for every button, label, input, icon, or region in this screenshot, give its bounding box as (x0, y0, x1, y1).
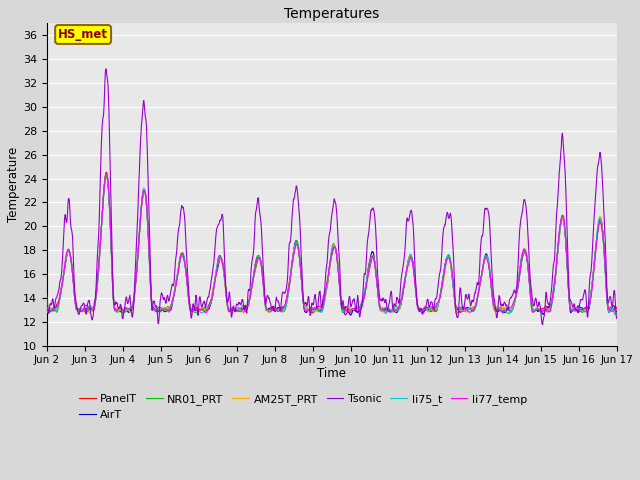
Line: Tsonic: Tsonic (47, 69, 617, 324)
li77_temp (495, 308, 503, 313)
AM25T_PRT (421, 304, 429, 310)
AM25T_PRT (234, 306, 241, 312)
Y-axis label: Temperature: Temperature (7, 147, 20, 222)
NR01_PRT (546, 308, 554, 314)
PanelT (546, 305, 554, 311)
PanelT (43, 306, 51, 312)
li77_temp (102, 171, 110, 177)
li75_t (170, 293, 178, 299)
li77_temp (546, 309, 554, 314)
li75_t (612, 312, 620, 317)
NR01_PRT (420, 308, 428, 313)
NR01_PRT (495, 306, 503, 312)
Line: PanelT: PanelT (47, 172, 617, 313)
li77_temp (613, 304, 621, 310)
li77_temp (420, 304, 428, 310)
Line: li77_temp: li77_temp (47, 174, 617, 313)
Tsonic (546, 300, 554, 306)
AirT (613, 309, 621, 314)
AirT (546, 303, 554, 309)
Tsonic (539, 322, 547, 327)
AM25T_PRT (43, 306, 51, 312)
PanelT (156, 305, 164, 311)
AirT (102, 172, 110, 178)
AM25T_PRT (102, 171, 110, 177)
Legend: PanelT, AirT, NR01_PRT, AM25T_PRT, Tsonic, li75_t, li77_temp: PanelT, AirT, NR01_PRT, AM25T_PRT, Tsoni… (75, 390, 532, 424)
li77_temp (43, 310, 51, 315)
PanelT (613, 306, 621, 312)
li77_temp (499, 310, 506, 316)
PanelT (453, 311, 461, 316)
li75_t (495, 307, 503, 313)
AM25T_PRT (495, 305, 503, 311)
AirT (43, 308, 51, 313)
Title: Temperatures: Temperatures (284, 7, 380, 21)
Tsonic (43, 291, 51, 297)
li75_t (420, 308, 428, 313)
AirT (234, 307, 241, 313)
AM25T_PRT (546, 308, 554, 313)
li75_t (43, 308, 51, 313)
NR01_PRT (505, 311, 513, 316)
Tsonic (156, 300, 164, 305)
li75_t (234, 305, 241, 311)
li75_t (613, 311, 621, 316)
NR01_PRT (43, 308, 51, 314)
PanelT (102, 169, 110, 175)
li75_t (545, 307, 553, 312)
NR01_PRT (170, 291, 178, 297)
AM25T_PRT (613, 307, 621, 312)
NR01_PRT (156, 309, 164, 314)
NR01_PRT (613, 310, 621, 316)
Tsonic (613, 315, 621, 321)
li77_temp (234, 308, 241, 314)
Line: NR01_PRT: NR01_PRT (47, 176, 617, 313)
X-axis label: Time: Time (317, 367, 346, 380)
Tsonic (420, 308, 428, 314)
PanelT (495, 305, 503, 311)
Text: HS_met: HS_met (58, 28, 108, 41)
li75_t (156, 306, 164, 312)
PanelT (420, 307, 428, 313)
AM25T_PRT (156, 306, 164, 312)
li77_temp (156, 308, 164, 314)
AirT (495, 307, 503, 313)
AM25T_PRT (170, 290, 178, 296)
Tsonic (170, 281, 178, 287)
NR01_PRT (234, 307, 241, 313)
Tsonic (495, 293, 503, 299)
PanelT (234, 308, 241, 314)
Tsonic (234, 302, 241, 308)
li77_temp (170, 293, 178, 299)
Tsonic (102, 66, 109, 72)
li75_t (102, 171, 110, 177)
AirT (421, 305, 429, 311)
NR01_PRT (102, 173, 110, 179)
AirT (170, 292, 178, 298)
Line: AirT: AirT (47, 175, 617, 315)
AirT (156, 305, 164, 311)
AM25T_PRT (239, 310, 247, 316)
Line: li75_t: li75_t (47, 174, 617, 314)
Line: AM25T_PRT: AM25T_PRT (47, 174, 617, 313)
PanelT (170, 292, 178, 298)
AirT (347, 312, 355, 318)
